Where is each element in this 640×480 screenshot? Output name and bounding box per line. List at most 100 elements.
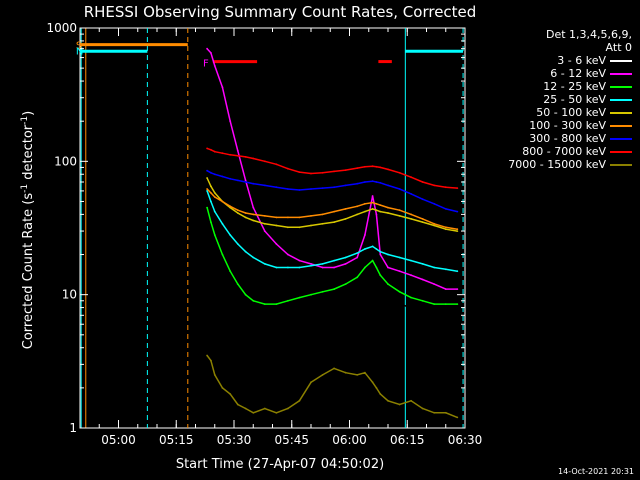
y-tick-label: 10 xyxy=(62,288,77,302)
series-point xyxy=(275,263,278,265)
series-point xyxy=(236,243,239,245)
series-point xyxy=(456,288,459,290)
chart-title: RHESSI Observing Summary Count Rates, Co… xyxy=(84,3,477,21)
x-tick-label: 06:15 xyxy=(390,433,425,447)
series-point xyxy=(379,250,382,253)
vertical-markers xyxy=(80,28,464,428)
y-label-sup2: -1 xyxy=(20,116,30,125)
series-point xyxy=(433,318,436,321)
series-point xyxy=(398,171,401,174)
series-point xyxy=(275,303,278,305)
series-point xyxy=(298,266,301,269)
series-point xyxy=(356,205,359,208)
series-point xyxy=(398,256,401,259)
series-point xyxy=(333,170,335,173)
series-point xyxy=(321,171,324,174)
legend-entry: 300 - 800 keV xyxy=(482,132,632,145)
series-point xyxy=(298,171,301,174)
flag-label: N xyxy=(76,46,83,57)
series-point xyxy=(421,263,424,265)
series-point xyxy=(310,224,312,227)
series-point xyxy=(421,314,424,317)
series-point xyxy=(387,206,389,209)
legend-entry: 50 - 100 keV xyxy=(482,106,632,119)
series-point xyxy=(444,411,447,414)
series-point xyxy=(229,393,232,395)
series-point xyxy=(387,184,389,187)
series-point xyxy=(321,263,324,265)
series-point xyxy=(375,181,378,183)
legend-swatch xyxy=(610,98,632,101)
series-point xyxy=(356,374,359,376)
y-tick-label: 1000 xyxy=(46,21,77,35)
series-point xyxy=(333,266,335,269)
series-point xyxy=(236,173,239,176)
series-point xyxy=(333,210,335,213)
series-point xyxy=(210,221,212,224)
series-point xyxy=(221,133,224,136)
series-point xyxy=(364,371,366,374)
series-point xyxy=(213,196,216,198)
series-point xyxy=(375,213,378,216)
series-point xyxy=(310,264,312,267)
series-point xyxy=(321,296,324,299)
series-point xyxy=(310,215,312,217)
series-point xyxy=(379,166,382,169)
series-point xyxy=(213,65,216,67)
series-point xyxy=(333,221,335,224)
series-point xyxy=(229,270,232,273)
series-point xyxy=(356,278,359,281)
series-point xyxy=(229,177,232,180)
series-point xyxy=(387,399,389,402)
series-point xyxy=(410,306,412,309)
x-axis-label: Start Time (27-Apr-07 04:50:02) xyxy=(176,457,384,472)
series-point xyxy=(221,152,224,155)
series-point xyxy=(252,219,255,222)
series-point xyxy=(244,181,247,183)
series-point xyxy=(221,86,224,89)
series-line xyxy=(206,188,458,230)
series-point xyxy=(206,169,209,172)
series-point xyxy=(371,224,374,227)
series-point xyxy=(364,253,366,256)
series-line xyxy=(206,170,458,213)
series-point xyxy=(371,245,374,248)
series-point xyxy=(356,252,359,255)
series-point xyxy=(375,238,378,241)
legend-swatch xyxy=(610,59,632,62)
y-label-part3: ) xyxy=(21,111,36,116)
series-point xyxy=(244,407,247,410)
x-tick-label: 05:30 xyxy=(217,433,252,447)
legend-entry: 12 - 25 keV xyxy=(482,80,632,93)
series-point xyxy=(275,266,278,269)
series-point xyxy=(333,367,335,370)
series-point xyxy=(456,416,459,419)
series-point xyxy=(456,187,459,190)
series-point xyxy=(333,299,335,302)
series-point xyxy=(236,212,239,214)
series-point xyxy=(298,399,301,402)
series-point xyxy=(433,411,436,414)
series-point xyxy=(375,387,378,389)
legend-swatch xyxy=(610,85,632,88)
series-point xyxy=(321,266,324,269)
series-point xyxy=(433,224,436,227)
series-point xyxy=(333,186,335,189)
series-point xyxy=(433,222,436,225)
series-point xyxy=(321,213,324,216)
series-line xyxy=(206,48,458,290)
series-point xyxy=(375,202,378,205)
series-point xyxy=(213,192,216,194)
series-point xyxy=(398,209,401,212)
series-point xyxy=(344,218,347,220)
series-point xyxy=(344,293,347,296)
series-point xyxy=(456,333,459,336)
series-point xyxy=(410,274,412,277)
series-point xyxy=(321,374,324,376)
series-point xyxy=(244,179,247,182)
flag-label: F xyxy=(203,59,209,70)
series-point xyxy=(252,411,255,414)
series-point xyxy=(444,208,447,210)
